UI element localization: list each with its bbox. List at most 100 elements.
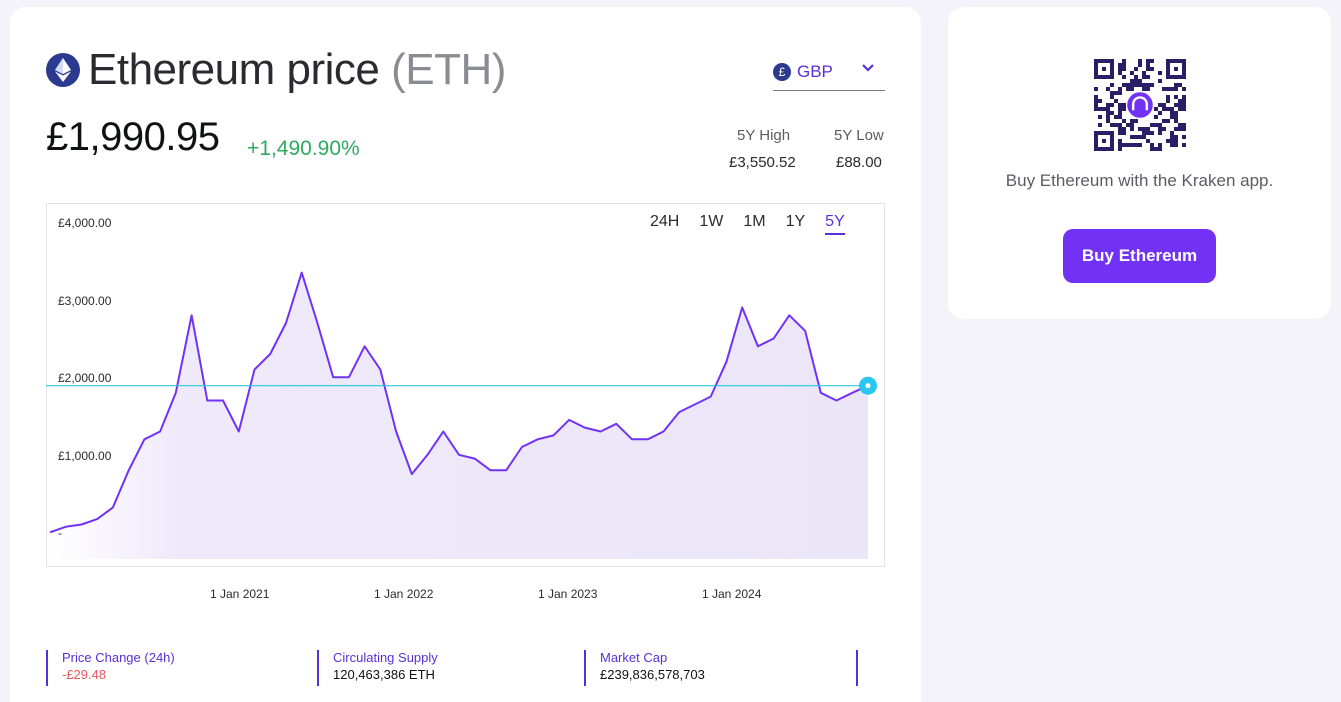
- current-price: £1,990.95: [46, 115, 220, 159]
- qr-module: [1166, 139, 1170, 143]
- qr-module: [1158, 131, 1162, 135]
- qr-module: [1110, 123, 1114, 127]
- qr-module: [1182, 107, 1186, 111]
- tab-5y[interactable]: 5Y: [825, 213, 845, 235]
- qr-module: [1130, 71, 1134, 75]
- metric-price-change: Price Change (24h) -£29.48: [46, 650, 175, 686]
- qr-module: [1166, 87, 1170, 91]
- qr-module: [1158, 123, 1162, 127]
- qr-module: [1170, 143, 1174, 147]
- qr-module: [1110, 103, 1114, 107]
- qr-module: [1170, 139, 1174, 143]
- kraken-logo-icon: [1127, 92, 1153, 118]
- x-tick-label: 1 Jan 2023: [538, 587, 598, 601]
- low-label: 5Y Low: [834, 127, 884, 144]
- qr-module: [1170, 87, 1174, 91]
- qr-module: [1150, 83, 1154, 87]
- qr-module: [1146, 87, 1150, 91]
- qr-module: [1178, 107, 1182, 111]
- qr-module: [1130, 83, 1134, 87]
- kraken-logo-mark: [1132, 96, 1148, 111]
- qr-module: [1158, 71, 1162, 75]
- tab-1m[interactable]: 1M: [743, 213, 766, 230]
- qr-module: [1126, 87, 1130, 91]
- x-tick-label: 1 Jan 2024: [702, 587, 762, 601]
- qr-module: [1182, 123, 1186, 127]
- tab-24h[interactable]: 24H: [650, 213, 680, 230]
- qr-module: [1162, 127, 1166, 131]
- qr-module: [1118, 111, 1122, 115]
- qr-module: [1126, 123, 1130, 127]
- qr-module: [1138, 63, 1142, 67]
- qr-module: [1146, 75, 1150, 79]
- qr-module: [1150, 147, 1154, 151]
- qr-module: [1122, 67, 1126, 71]
- qr-module: [1138, 143, 1142, 147]
- qr-module: [1138, 135, 1142, 139]
- qr-module: [1118, 147, 1122, 151]
- qr-module: [1142, 131, 1146, 135]
- qr-module: [1094, 107, 1098, 111]
- qr-module: [1138, 79, 1142, 83]
- qr-finder-core: [1102, 67, 1106, 71]
- qr-module: [1134, 119, 1138, 123]
- qr-module: [1130, 143, 1134, 147]
- qr-module: [1150, 67, 1154, 71]
- metric-label: Market Cap: [600, 650, 668, 665]
- qr-module: [1162, 87, 1166, 91]
- qr-module: [1118, 67, 1122, 71]
- tab-1y[interactable]: 1Y: [785, 213, 806, 230]
- buy-ethereum-button[interactable]: Buy Ethereum: [1063, 229, 1216, 283]
- qr-module: [1106, 115, 1110, 119]
- qr-module: [1174, 115, 1178, 119]
- qr-module: [1174, 135, 1178, 139]
- qr-module: [1146, 83, 1150, 87]
- qr-module: [1122, 59, 1126, 63]
- qr-module: [1142, 71, 1146, 75]
- tab-1w[interactable]: 1W: [699, 213, 724, 230]
- qr-module: [1178, 127, 1182, 131]
- y-tick-label: -: [58, 526, 62, 540]
- qr-module: [1158, 79, 1162, 83]
- qr-module: [1154, 115, 1158, 119]
- qr-module: [1114, 123, 1118, 127]
- currency-selector[interactable]: £ GBP: [773, 53, 885, 91]
- qr-module: [1130, 135, 1134, 139]
- qr-module: [1138, 127, 1142, 131]
- qr-module: [1110, 95, 1114, 99]
- qr-module: [1106, 103, 1110, 107]
- qr-module: [1178, 83, 1182, 87]
- qr-module: [1158, 143, 1162, 147]
- qr-module: [1174, 143, 1178, 147]
- qr-module: [1162, 119, 1166, 123]
- qr-module: [1162, 103, 1166, 107]
- qr-module: [1094, 87, 1098, 91]
- metric-value: -£29.48: [62, 667, 107, 682]
- qr-module: [1118, 107, 1122, 111]
- chevron-down-icon: [862, 64, 874, 72]
- qr-module: [1118, 87, 1122, 91]
- qr-module: [1174, 103, 1178, 107]
- current-price-marker-center: [865, 383, 871, 389]
- qr-module: [1130, 87, 1134, 91]
- x-tick-label: 1 Jan 2021: [210, 587, 270, 601]
- qr-module: [1138, 59, 1142, 63]
- ethereum-icon: [46, 53, 80, 87]
- qr-module: [1178, 99, 1182, 103]
- y-tick-label: £4,000.00: [58, 216, 112, 230]
- qr-module: [1174, 111, 1178, 115]
- qr-finder-core: [1102, 139, 1106, 143]
- qr-module: [1142, 75, 1146, 79]
- metric-label: Circulating Supply: [333, 650, 438, 665]
- qr-module: [1134, 79, 1138, 83]
- qr-module: [1126, 143, 1130, 147]
- qr-module: [1182, 99, 1186, 103]
- qr-module: [1106, 111, 1110, 115]
- qr-module: [1122, 119, 1126, 123]
- qr-module: [1166, 107, 1170, 111]
- qr-module: [1150, 131, 1154, 135]
- qr-module: [1122, 127, 1126, 131]
- price-chart[interactable]: [46, 203, 885, 567]
- qr-module: [1110, 91, 1114, 95]
- y-tick-label: £2,000.00: [58, 371, 112, 385]
